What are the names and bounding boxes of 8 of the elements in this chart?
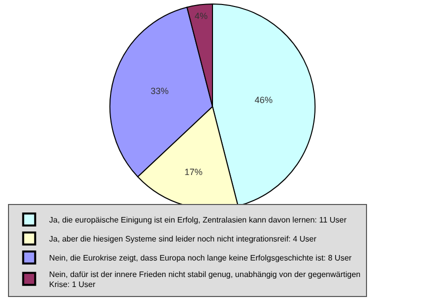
data-label: 33% [150,86,169,96]
data-label: 46% [254,95,273,106]
legend-label: Nein, dafür ist der innere Frieden nicht stabil genug, unabhängig von der gegenwärtigen Krise: 1 User [49,270,360,290]
legend-label: Nein, die Eurokrise zeigt, dass Europa noch lange keine Erfolgsgeschichte ist: 8 User [49,254,352,263]
data-label: 17% [184,166,203,177]
legend-label: Ja, die europäische Einigung ist ein Erfolg, Zentralasien kann davon lernen: 11 User [49,216,347,225]
legend-label: Ja, aber die hiesigen Systeme sind leider noch nicht integrationsreif: 4 User [49,234,317,244]
data-label: 4% [194,11,208,22]
